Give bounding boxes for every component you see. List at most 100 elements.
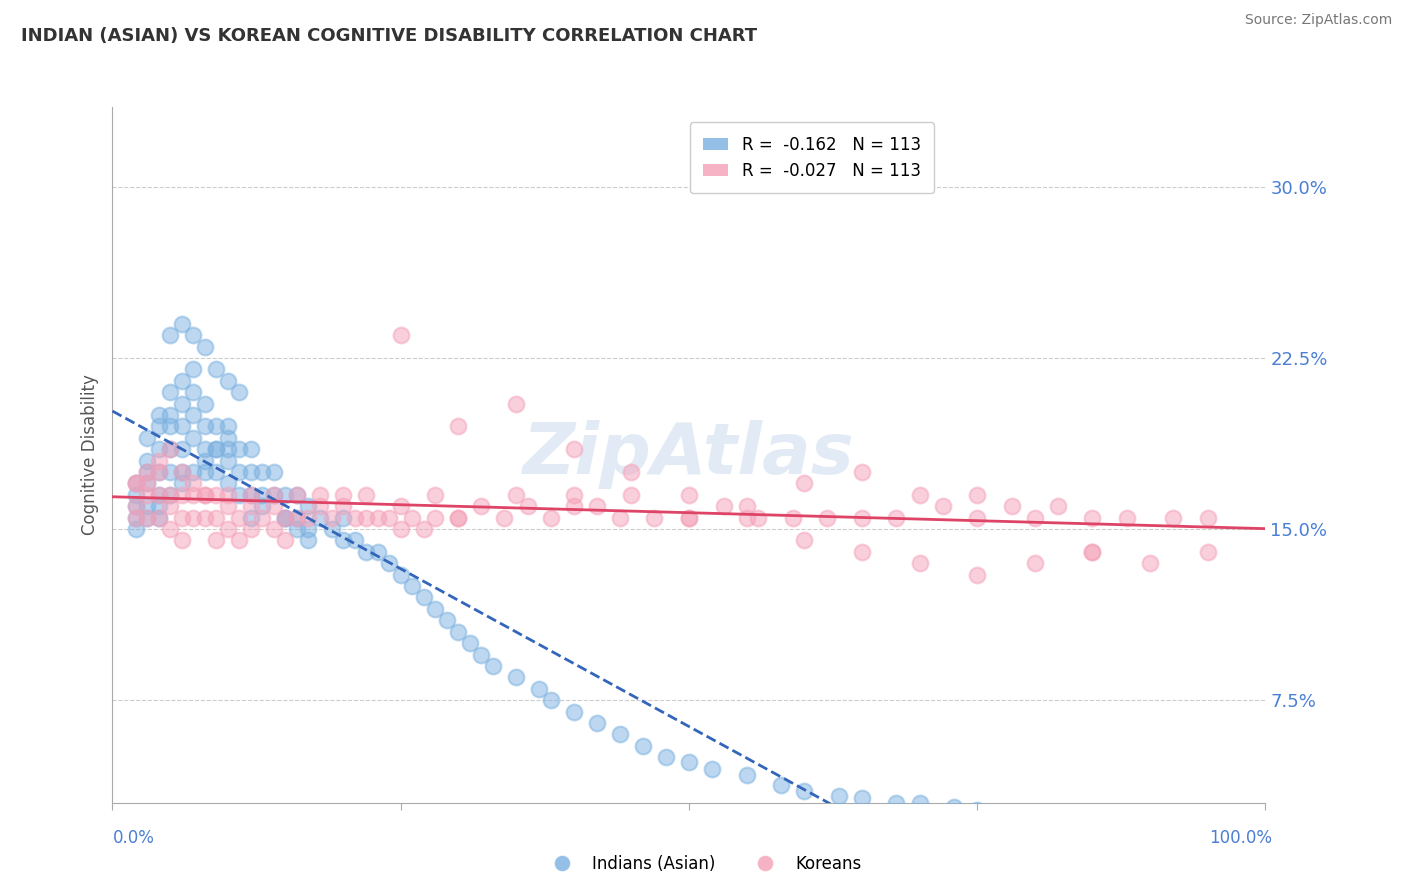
Point: [181, 385, 204, 400]
Legend: Indians (Asian), Koreans: Indians (Asian), Koreans: [538, 848, 868, 880]
Point: [194, 510, 217, 524]
Point: [159, 442, 181, 457]
Point: [205, 442, 228, 457]
Point: [159, 419, 181, 434]
Point: [436, 613, 458, 627]
Point: [124, 510, 146, 524]
Point: [217, 431, 239, 445]
Point: [908, 796, 931, 810]
Point: [562, 442, 585, 457]
Point: [194, 419, 217, 434]
Point: [309, 488, 332, 502]
Point: [389, 328, 412, 343]
Point: [678, 488, 700, 502]
Point: [1116, 510, 1139, 524]
Point: [815, 510, 838, 524]
Point: [447, 419, 470, 434]
Point: [735, 500, 758, 514]
Point: [1197, 545, 1219, 559]
Point: [239, 510, 262, 524]
Point: [181, 465, 204, 479]
Point: [170, 419, 193, 434]
Point: [239, 442, 262, 457]
Point: [321, 510, 343, 524]
Point: [239, 488, 262, 502]
Point: [620, 465, 643, 479]
Point: [1001, 500, 1024, 514]
Point: [159, 500, 181, 514]
Point: [678, 510, 700, 524]
Point: [124, 476, 146, 491]
Point: [252, 488, 274, 502]
Y-axis label: Cognitive Disability: Cognitive Disability: [80, 375, 98, 535]
Point: [389, 500, 412, 514]
Point: [1081, 545, 1104, 559]
Point: [851, 791, 873, 805]
Point: [136, 453, 159, 467]
Point: [1081, 545, 1104, 559]
Point: [851, 510, 873, 524]
Point: [148, 408, 170, 422]
Point: [194, 465, 217, 479]
Point: [482, 659, 505, 673]
Point: [378, 556, 401, 570]
Point: [252, 510, 274, 524]
Point: [505, 670, 527, 684]
Point: [170, 374, 193, 388]
Text: Source: ZipAtlas.com: Source: ZipAtlas.com: [1244, 13, 1392, 28]
Point: [159, 465, 181, 479]
Point: [966, 510, 988, 524]
Point: [1161, 510, 1184, 524]
Point: [655, 750, 678, 764]
Point: [1081, 510, 1104, 524]
Point: [620, 488, 643, 502]
Point: [239, 488, 262, 502]
Point: [181, 328, 204, 343]
Point: [181, 431, 204, 445]
Point: [170, 510, 193, 524]
Point: [678, 510, 700, 524]
Point: [412, 591, 434, 605]
Point: [170, 465, 193, 479]
Point: [931, 500, 953, 514]
Point: [274, 510, 297, 524]
Point: [124, 510, 146, 524]
Point: [343, 510, 366, 524]
Point: [908, 488, 931, 502]
Point: [378, 510, 401, 524]
Point: [447, 510, 470, 524]
Point: [458, 636, 481, 650]
Point: [148, 510, 170, 524]
Point: [285, 510, 308, 524]
Point: [425, 510, 447, 524]
Point: [148, 442, 170, 457]
Point: [1024, 556, 1046, 570]
Point: [747, 510, 769, 524]
Point: [148, 488, 170, 502]
Point: [136, 476, 159, 491]
Point: [700, 762, 723, 776]
Point: [297, 522, 319, 536]
Point: [263, 465, 285, 479]
Point: [263, 488, 285, 502]
Point: [309, 500, 332, 514]
Point: [735, 768, 758, 782]
Point: [124, 476, 146, 491]
Point: [735, 510, 758, 524]
Point: [148, 419, 170, 434]
Point: [194, 396, 217, 410]
Point: [217, 442, 239, 457]
Point: [136, 488, 159, 502]
Point: [562, 500, 585, 514]
Point: [159, 408, 181, 422]
Point: [181, 362, 204, 376]
Point: [205, 419, 228, 434]
Legend: R =  -0.162   N = 113, R =  -0.027   N = 113: R = -0.162 N = 113, R = -0.027 N = 113: [690, 122, 934, 194]
Point: [447, 624, 470, 639]
Point: [470, 500, 492, 514]
Point: [217, 419, 239, 434]
Point: [908, 556, 931, 570]
Point: [194, 453, 217, 467]
Point: [770, 778, 793, 792]
Text: 0.0%: 0.0%: [112, 829, 155, 847]
